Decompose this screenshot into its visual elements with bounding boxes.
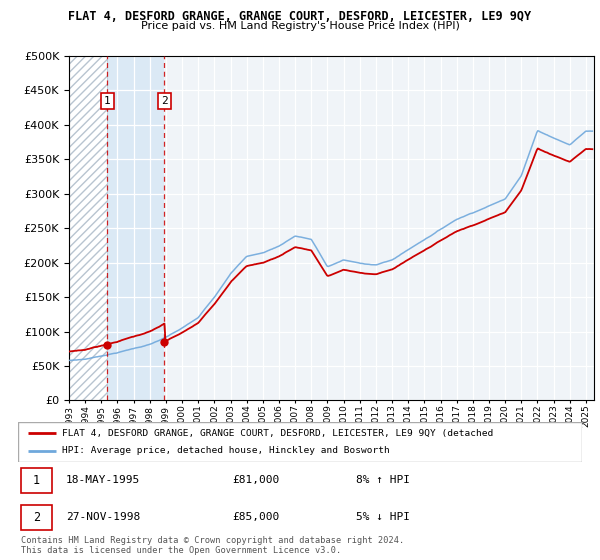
Text: FLAT 4, DESFORD GRANGE, GRANGE COURT, DESFORD, LEICESTER, LE9 9QY: FLAT 4, DESFORD GRANGE, GRANGE COURT, DE… [68,10,532,23]
Text: £81,000: £81,000 [232,475,280,486]
Text: HPI: Average price, detached house, Hinckley and Bosworth: HPI: Average price, detached house, Hinc… [62,446,390,455]
Bar [69,56,107,400]
Text: £85,000: £85,000 [232,512,280,522]
Text: FLAT 4, DESFORD GRANGE, GRANGE COURT, DESFORD, LEICESTER, LE9 9QY (detached: FLAT 4, DESFORD GRANGE, GRANGE COURT, DE… [62,428,493,437]
Text: 27-NOV-1998: 27-NOV-1998 [66,512,140,522]
FancyBboxPatch shape [21,505,52,530]
Text: 1: 1 [33,474,40,487]
Text: 2: 2 [33,511,40,524]
Text: 1: 1 [104,96,111,106]
Bar [107,56,164,400]
Bar [69,56,107,400]
Text: 18-MAY-1995: 18-MAY-1995 [66,475,140,486]
Text: Contains HM Land Registry data © Crown copyright and database right 2024.
This d: Contains HM Land Registry data © Crown c… [21,536,404,556]
FancyBboxPatch shape [18,422,582,462]
FancyBboxPatch shape [21,468,52,493]
Text: 2: 2 [161,96,168,106]
Text: 5% ↓ HPI: 5% ↓ HPI [356,512,410,522]
Text: 8% ↑ HPI: 8% ↑ HPI [356,475,410,486]
Text: Price paid vs. HM Land Registry's House Price Index (HPI): Price paid vs. HM Land Registry's House … [140,21,460,31]
